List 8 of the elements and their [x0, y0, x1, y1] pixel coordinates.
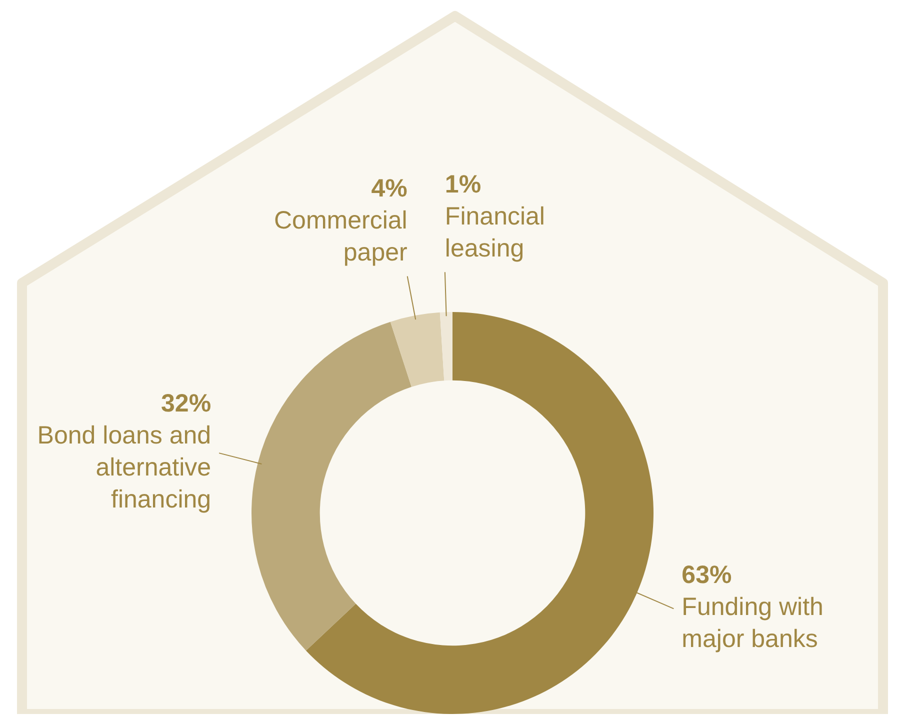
data-label: 4%	[371, 174, 408, 203]
slice-label: Bond loans and alternative financing	[37, 421, 212, 514]
data-label: 1%	[444, 170, 482, 199]
slice-label: Financial leasing	[444, 202, 545, 263]
data-label: 63%	[682, 561, 732, 590]
data-label: 32%	[161, 389, 212, 418]
slice-label: Commercial paper	[274, 206, 408, 267]
slice-label: Funding with major banks	[682, 593, 824, 654]
